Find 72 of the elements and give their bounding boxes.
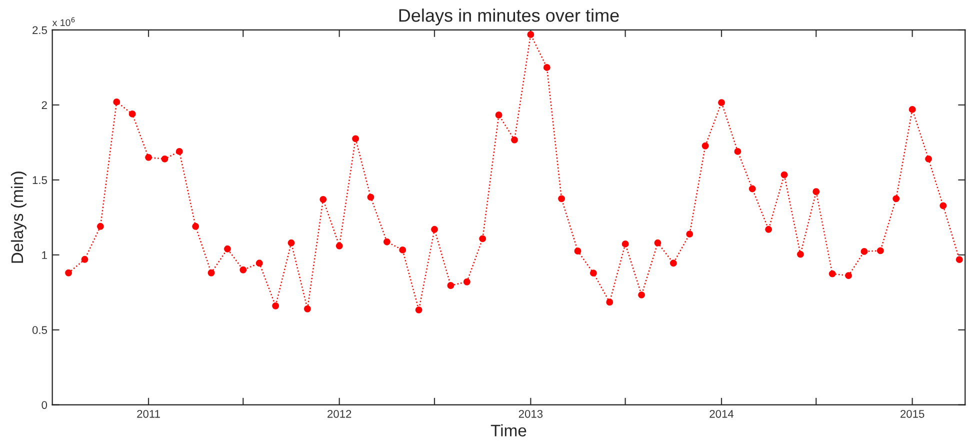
point xyxy=(622,240,629,248)
x-axis-title: Time xyxy=(490,424,526,436)
y-tick-label: 0.5 xyxy=(32,326,47,334)
point xyxy=(940,202,947,210)
point xyxy=(527,31,534,38)
point xyxy=(734,148,742,155)
point xyxy=(256,260,263,267)
point xyxy=(908,106,916,113)
x-tick-label: 2013 xyxy=(518,410,543,418)
point xyxy=(495,112,502,118)
point xyxy=(399,246,406,254)
point xyxy=(128,110,136,118)
point xyxy=(876,247,884,254)
y-tick-label: 2.5 xyxy=(32,26,47,34)
point xyxy=(748,185,756,192)
y-tick-label: 1 xyxy=(42,251,47,259)
point xyxy=(383,238,390,246)
text: x 10$^{6}$ xyxy=(52,17,75,26)
x-tick-label: 2011 xyxy=(137,410,160,418)
y-tick-label: 2 xyxy=(42,101,47,109)
point xyxy=(718,99,725,106)
point xyxy=(145,154,152,161)
point xyxy=(686,230,694,238)
point xyxy=(240,266,247,274)
point xyxy=(780,171,788,178)
point xyxy=(447,282,454,289)
point xyxy=(574,248,582,254)
point xyxy=(812,188,820,196)
point xyxy=(96,222,104,230)
point xyxy=(415,306,422,314)
y-axis-title: Delays (min) xyxy=(10,172,26,263)
point xyxy=(224,245,231,252)
point xyxy=(702,142,709,150)
point xyxy=(192,222,200,230)
point xyxy=(161,155,168,162)
point xyxy=(65,269,72,276)
point xyxy=(925,155,932,162)
point xyxy=(431,226,438,233)
point xyxy=(796,250,804,258)
point xyxy=(304,305,311,312)
point xyxy=(81,256,88,263)
point xyxy=(288,239,295,246)
point xyxy=(670,260,677,267)
x-tick-label: 2014 xyxy=(710,410,734,418)
point xyxy=(543,64,550,71)
x-tick-label: 2015 xyxy=(900,410,924,418)
point xyxy=(828,270,836,278)
point xyxy=(638,291,645,298)
x-tick-label: 2012 xyxy=(328,410,352,418)
point xyxy=(272,302,280,310)
point xyxy=(956,256,963,264)
point xyxy=(367,194,374,201)
y-tick-label: 1.5 xyxy=(32,176,47,184)
point xyxy=(208,269,215,276)
point xyxy=(845,272,852,280)
point xyxy=(590,270,597,277)
point xyxy=(352,135,360,142)
y-tick-label: 0 xyxy=(42,401,48,409)
chart-title: Delays in minutes over time xyxy=(399,8,619,26)
point xyxy=(511,136,518,144)
point xyxy=(606,298,614,306)
point xyxy=(479,235,486,242)
point xyxy=(176,148,183,155)
point xyxy=(463,278,470,286)
point xyxy=(336,242,343,250)
point xyxy=(113,98,120,106)
point xyxy=(654,239,662,246)
point xyxy=(320,196,327,203)
point xyxy=(892,195,900,202)
point xyxy=(558,195,565,202)
point xyxy=(765,226,772,233)
point xyxy=(860,248,868,255)
